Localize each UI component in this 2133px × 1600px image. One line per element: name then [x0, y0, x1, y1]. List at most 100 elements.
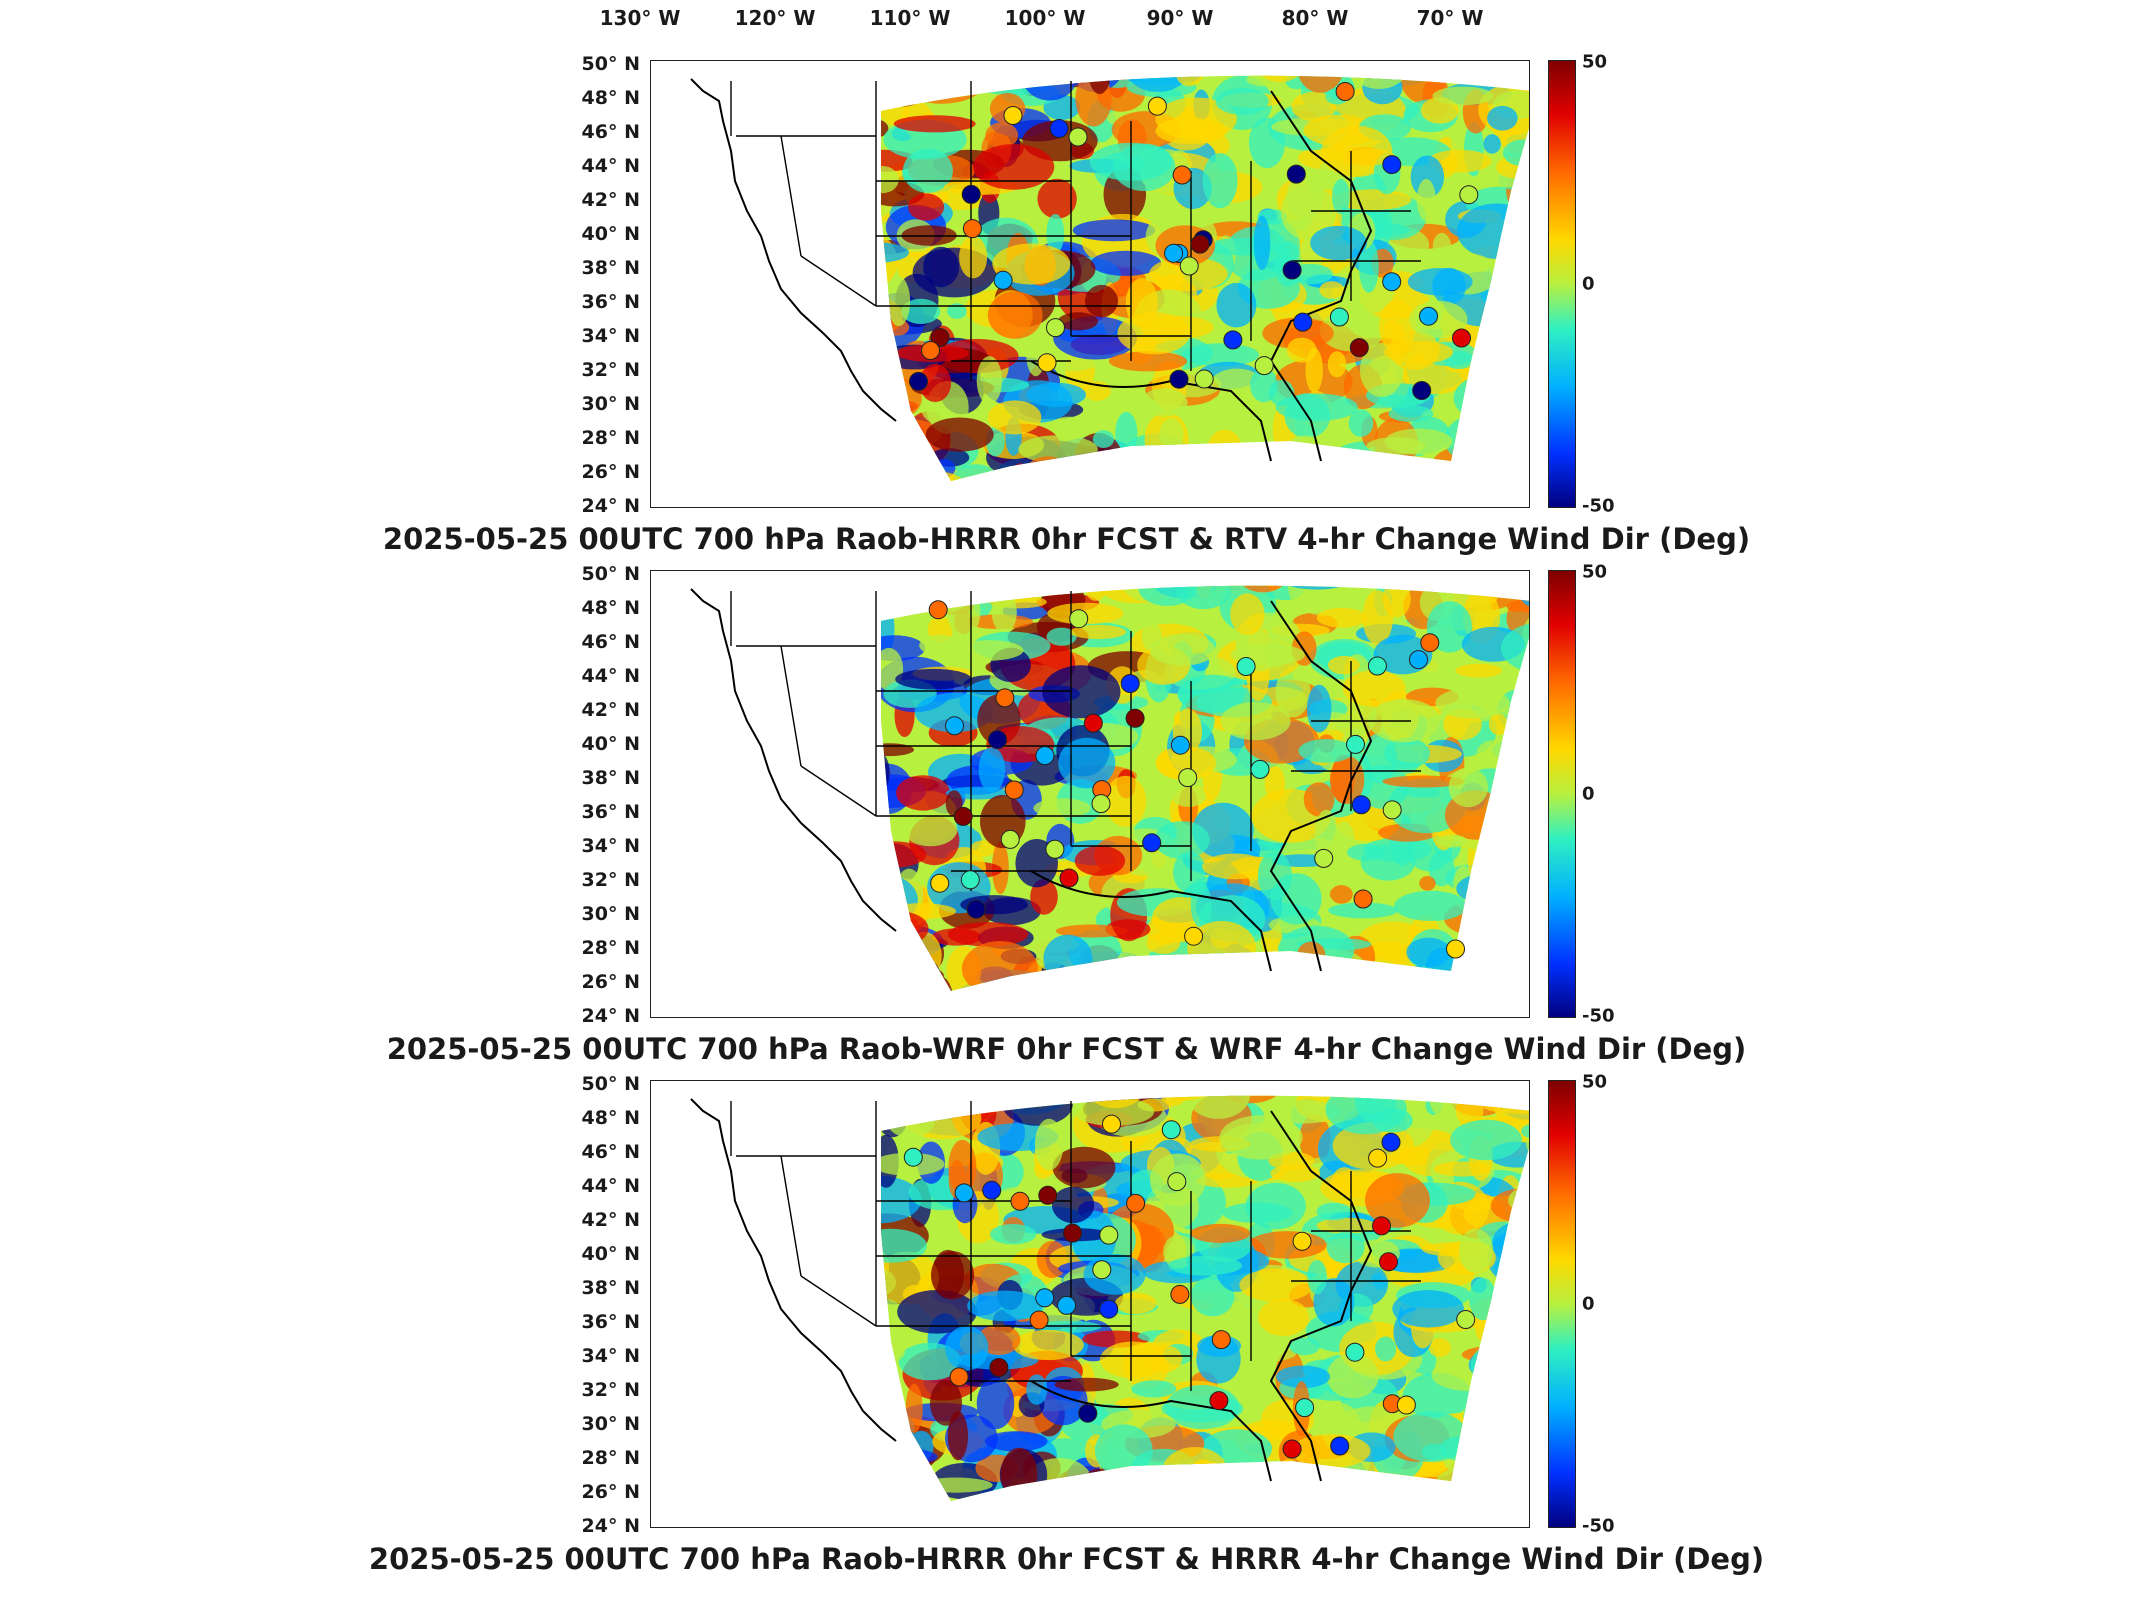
colorbar-mid-label: 0 — [1582, 783, 1595, 805]
raob-station-marker — [1396, 1395, 1416, 1415]
raob-station-marker — [1091, 794, 1111, 814]
raob-station-marker — [1126, 1193, 1146, 1213]
state-border — [780, 135, 802, 257]
lat-tick: 42° N — [581, 699, 640, 721]
lon-tick-110w: 110° W — [869, 6, 951, 30]
raob-station-marker — [1063, 1223, 1082, 1243]
colorbar — [1548, 60, 1576, 508]
raob-station-marker — [982, 1180, 1002, 1200]
raob-station-marker — [1142, 833, 1162, 853]
lat-tick: 38° N — [581, 1277, 640, 1299]
east-coastline — [1269, 600, 1373, 972]
lat-tick: 50° N — [581, 53, 640, 75]
raob-station-marker — [1254, 356, 1274, 376]
lat-tick: 32° N — [581, 359, 640, 381]
lon-tick-130w: 130° W — [599, 6, 681, 30]
raob-station-marker — [1164, 243, 1184, 263]
raob-station-marker — [966, 899, 986, 919]
raob-station-marker — [995, 688, 1015, 708]
raob-station-marker — [1459, 185, 1479, 205]
raob-station-marker — [1368, 1148, 1388, 1168]
raob-station-marker — [1125, 708, 1145, 728]
raob-station-marker — [1120, 674, 1140, 693]
raob-station-marker — [1329, 307, 1349, 327]
raob-station-marker — [1099, 1225, 1119, 1245]
gulf-coastline — [1030, 870, 1272, 972]
lat-tick: 46° N — [581, 121, 640, 143]
raob-station-marker — [949, 1367, 969, 1387]
raob-station-marker — [930, 328, 950, 347]
map-frame — [650, 570, 1530, 1018]
raob-station-marker — [1184, 926, 1204, 946]
raob-station-marker — [1010, 1191, 1030, 1211]
raob-station-marker — [1003, 106, 1023, 125]
raob-station-marker — [1349, 338, 1369, 358]
raob-station-marker — [1282, 260, 1302, 280]
raob-station-marker — [1367, 656, 1387, 676]
lat-tick: 32° N — [581, 869, 640, 891]
raob-station-marker — [1420, 633, 1440, 653]
lon-tick-70w: 70° W — [1416, 6, 1484, 30]
raob-station-marker — [1068, 127, 1088, 147]
wind-direction-map — [690, 585, 1529, 992]
lat-tick: 44° N — [581, 155, 640, 177]
raob-station-marker — [1046, 318, 1065, 338]
panel-title: 2025-05-25 00UTC 700 hPa Raob-HRRR 0hr F… — [382, 522, 1751, 556]
raob-station-marker — [1346, 734, 1365, 754]
raob-station-marker — [1330, 1436, 1350, 1456]
raob-station-marker — [988, 730, 1007, 750]
lat-tick: 24° N — [581, 1515, 640, 1537]
lat-tick: 36° N — [581, 801, 640, 823]
raob-station-marker — [921, 341, 940, 360]
raob-station-marker — [1092, 1260, 1112, 1280]
raob-station-marker — [1250, 759, 1270, 779]
raob-station-marker — [953, 806, 973, 826]
map-panel-3: 50° N 48° N 46° N 44° N 42° N 40° N 38° N 36° N… — [0, 1072, 2133, 1590]
raob-station-marker — [1147, 96, 1167, 116]
colorbar-max-label: 50 — [1582, 51, 1608, 73]
lat-tick: 38° N — [581, 257, 640, 279]
raob-station-marker — [909, 371, 928, 391]
wind-direction-map — [690, 75, 1529, 482]
raob-station-marker — [960, 870, 980, 890]
colorbar — [1548, 1080, 1576, 1528]
raob-station-marker — [1293, 312, 1313, 332]
lat-tick: 36° N — [581, 1311, 640, 1333]
lon-tick-100w: 100° W — [1004, 6, 1086, 30]
raob-station-marker — [1282, 1439, 1302, 1459]
raob-station-marker — [1209, 1391, 1229, 1411]
raob-station-marker — [1038, 1185, 1058, 1205]
lat-tick: 46° N — [581, 1141, 640, 1163]
east-coastline — [1269, 90, 1373, 462]
lat-tick: 30° N — [581, 1413, 640, 1435]
raob-station-marker — [1292, 1231, 1312, 1251]
raob-station-marker — [1382, 155, 1402, 175]
raob-station-marker — [1381, 1132, 1401, 1152]
lat-tick: 26° N — [581, 1481, 640, 1503]
colorbar-min-label: -50 — [1582, 1515, 1615, 1537]
lat-tick: 34° N — [581, 1345, 640, 1367]
lat-tick: 42° N — [581, 189, 640, 211]
colorbar-mid-label: 0 — [1582, 1293, 1595, 1315]
raob-station-marker — [1037, 353, 1057, 373]
lon-tick-120w: 120° W — [734, 6, 816, 30]
lat-tick: 48° N — [581, 87, 640, 109]
raob-station-marker — [1178, 768, 1198, 788]
raob-station-marker — [1452, 328, 1471, 348]
state-border — [800, 1275, 877, 1327]
raob-station-marker — [1035, 746, 1055, 766]
west-coastline — [690, 588, 897, 932]
lat-tick: 40° N — [581, 223, 640, 245]
lon-tick-80w: 80° W — [1281, 6, 1349, 30]
raob-station-marker — [1099, 1299, 1119, 1319]
lat-tick: 30° N — [581, 393, 640, 415]
raob-station-marker — [1409, 650, 1428, 670]
raob-station-marker — [1286, 164, 1306, 184]
lat-tick: 38° N — [581, 767, 640, 789]
map-panel-1: 50° N 48° N 46° N 44° N 42° N 40° N 38° N 36° N… — [0, 52, 2133, 570]
lat-tick: 26° N — [581, 461, 640, 483]
raob-station-marker — [1000, 829, 1020, 849]
raob-station-marker — [930, 873, 950, 893]
raob-station-marker — [993, 270, 1013, 290]
lat-tick: 34° N — [581, 325, 640, 347]
